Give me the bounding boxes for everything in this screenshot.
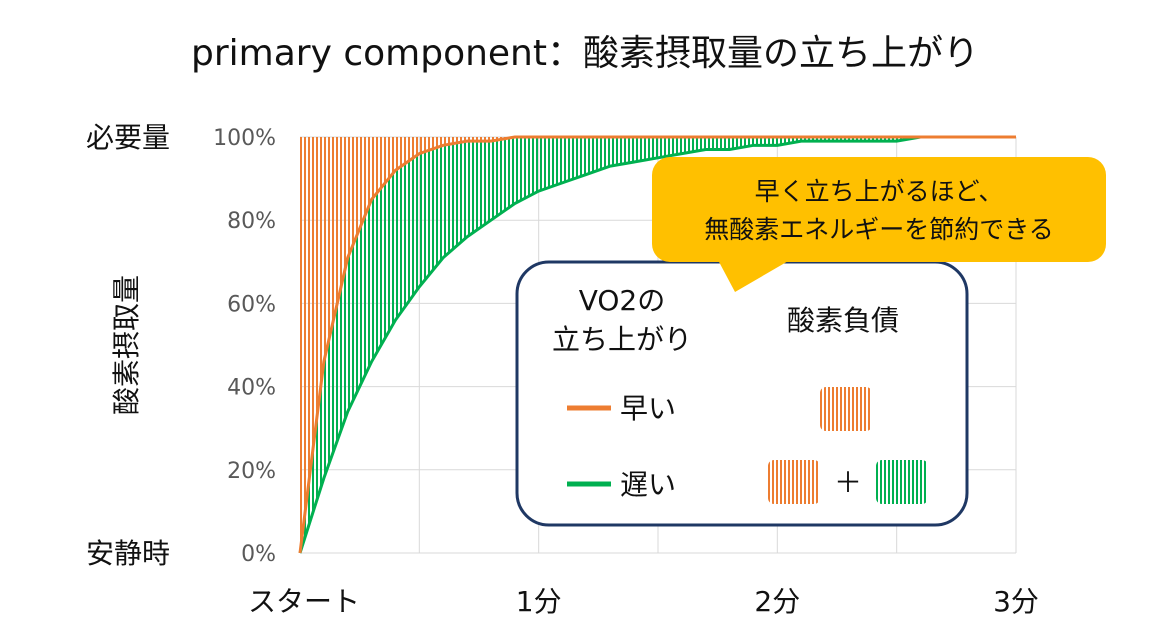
x-tick-label: 3分	[993, 585, 1039, 618]
y-tick-label: 60%	[227, 292, 276, 317]
y-annotation: 必要量	[86, 121, 170, 154]
chart-title: primary component：酸素摂取量の立ち上がり	[191, 33, 979, 74]
x-tick-label: 1分	[516, 585, 562, 618]
legend-label: 遅い	[620, 468, 676, 501]
y-tick-label: 40%	[227, 376, 276, 401]
y-axis-label: 酸素摂取量	[110, 275, 143, 415]
legend-swatch	[876, 460, 928, 504]
callout-box	[652, 157, 1106, 262]
y-tick-label: 20%	[227, 459, 276, 484]
legend-title: VO2の	[579, 284, 666, 317]
y-tick-label: 0%	[241, 542, 276, 567]
callout-text: 早く立ち上がるほど、	[755, 177, 1004, 206]
series-line	[298, 135, 1016, 554]
series-line	[298, 135, 1016, 554]
x-tick-label: スタート	[248, 585, 360, 618]
y-tick-label: 100%	[213, 126, 276, 151]
oxygen-debt-area	[300, 137, 1016, 553]
callout-pointer	[718, 260, 790, 292]
legend-swatch	[820, 387, 872, 431]
legend-title: 立ち上がり	[552, 323, 692, 356]
legend-debt-title: 酸素負債	[787, 304, 899, 337]
legend-label: 早い	[620, 392, 676, 425]
y-annotation: 安静時	[86, 537, 170, 570]
legend-plus: ＋	[834, 466, 862, 499]
y-tick-label: 80%	[227, 209, 276, 234]
x-tick-label: 2分	[754, 585, 800, 618]
callout-text: 無酸素エネルギーを節約できる	[704, 215, 1054, 244]
legend-swatch	[768, 460, 820, 504]
